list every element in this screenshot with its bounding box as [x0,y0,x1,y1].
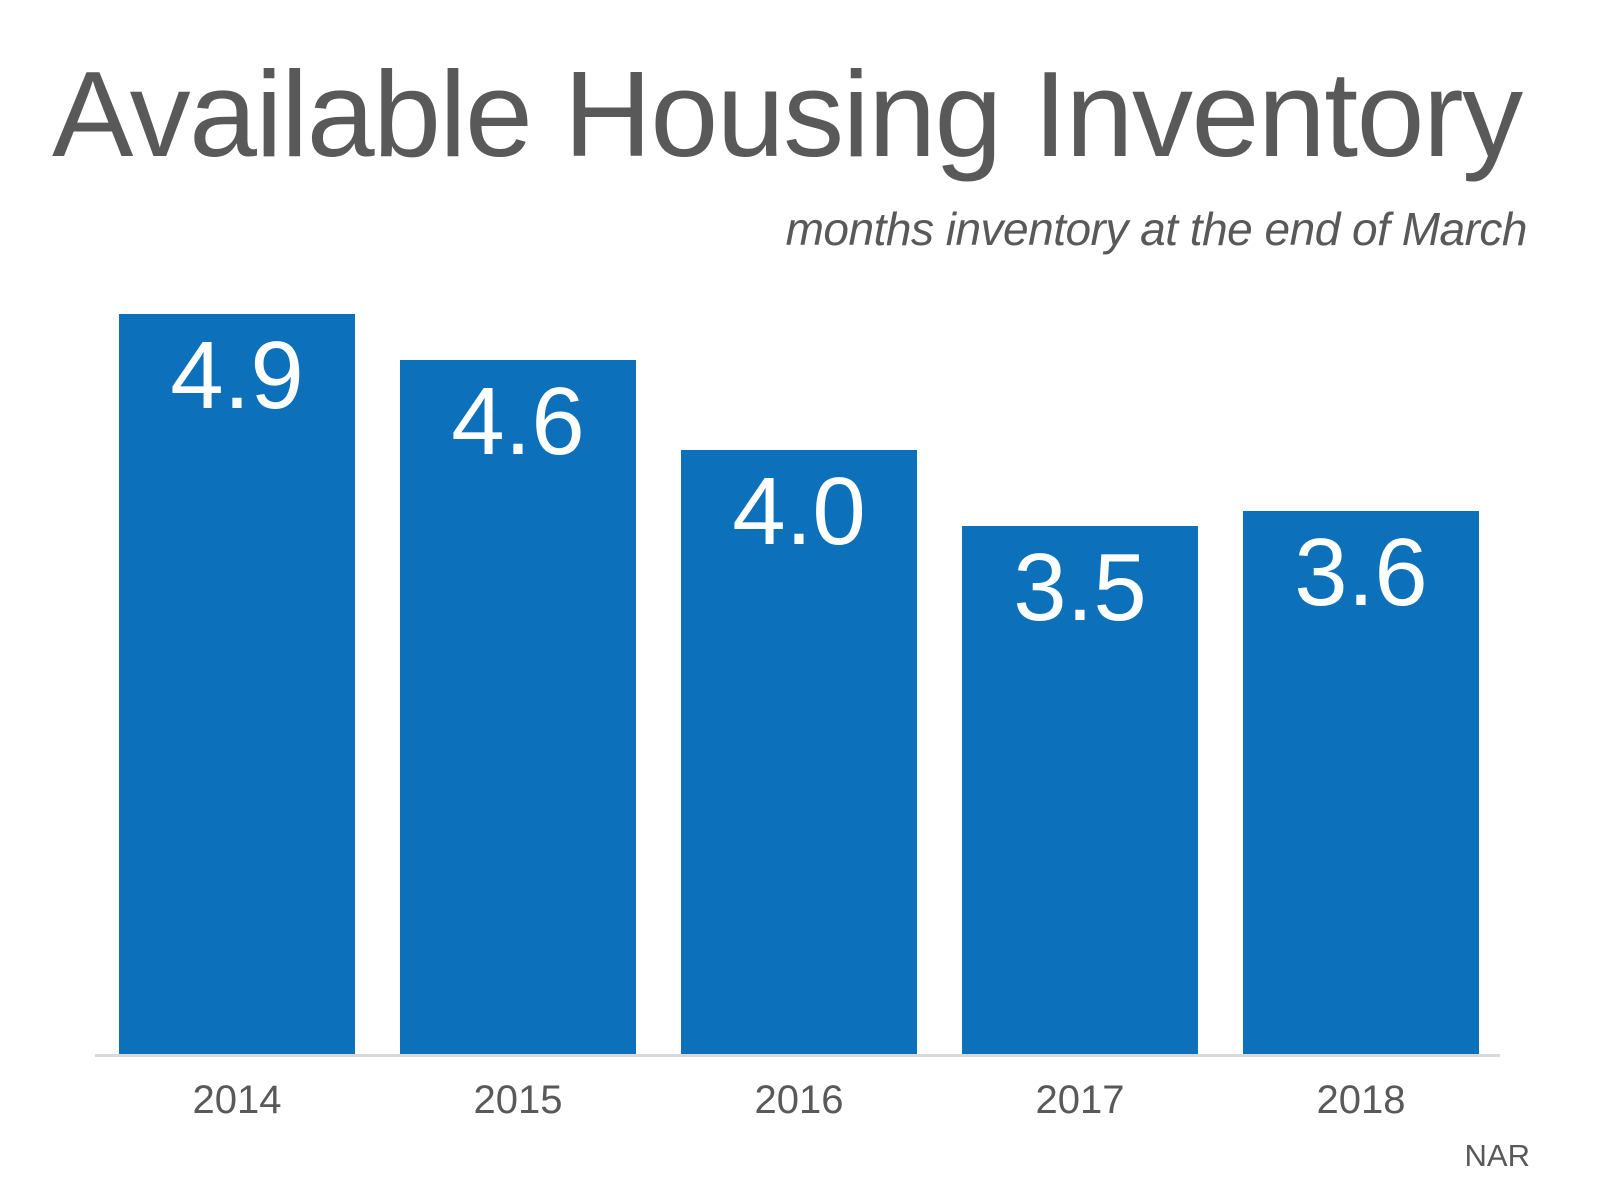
x-tick-label-2015: 2015 [473,1078,563,1122]
bar-value-label-2017: 3.5 [1013,534,1147,641]
bar-value-label-2018: 3.6 [1294,519,1428,626]
chart-subtitle: months inventory at the end of March [785,203,1528,255]
chart-title: Available Housing Inventory [52,46,1523,182]
x-tick-label-2017: 2017 [1035,1078,1125,1122]
bar-2016: 4.0 [681,450,917,1056]
x-tick-label-2016: 2016 [754,1078,844,1122]
x-tick-label-2018: 2018 [1316,1078,1406,1122]
x-axis-line [95,1054,1500,1057]
bar-value-label-2015: 4.6 [451,368,585,475]
bar-2017: 3.5 [962,526,1198,1056]
source-label: NAR [1464,1138,1530,1173]
bar-2015: 4.6 [400,360,636,1056]
bar-value-label-2014: 4.9 [170,322,304,429]
bar-value-label-2016: 4.0 [732,458,866,565]
bar-2014: 4.9 [119,314,355,1056]
bar-2018: 3.6 [1243,511,1479,1056]
x-tick-label-2014: 2014 [192,1078,282,1122]
